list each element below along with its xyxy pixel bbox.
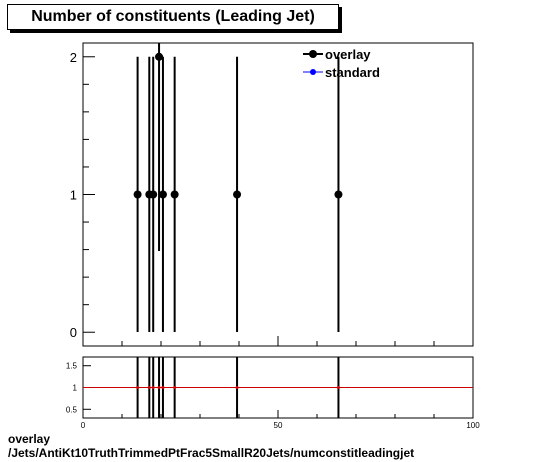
overlay-point <box>155 52 164 61</box>
ratio-x-tick-label: 100 <box>466 421 480 430</box>
ratio-point <box>136 386 140 389</box>
main-plot-panel: 0 1 2 overlay standard <box>70 42 474 347</box>
ratio-y-tick-label: 0.5 <box>66 405 78 414</box>
y-tick-label: 0 <box>70 325 77 340</box>
ratio-y-tick-label: 1.5 <box>66 362 78 371</box>
chart-title: Number of constituents (Leading Jet) <box>31 8 315 25</box>
overlay-point <box>334 190 343 199</box>
y-tick-label: 2 <box>70 50 77 65</box>
ratio-point <box>161 386 165 389</box>
ratio-point <box>173 386 177 389</box>
ratio-x-tick-label: 0 <box>81 421 86 430</box>
footer-path: /Jets/AntiKt10TruthTrimmedPtFrac5SmallR2… <box>8 446 415 460</box>
ratio-point <box>336 386 340 389</box>
ratio-point <box>147 386 151 389</box>
ratio-x-tick-label: 50 <box>274 421 283 430</box>
overlay-point <box>133 190 142 199</box>
legend-overlay-marker <box>309 50 317 58</box>
overlay-point <box>149 190 158 199</box>
legend-overlay-label: overlay <box>325 47 371 62</box>
ratio-point <box>235 386 239 389</box>
legend-standard-marker <box>310 69 316 75</box>
ratio-point <box>157 386 161 389</box>
overlay-point <box>158 190 167 199</box>
legend-standard-label: standard <box>325 65 380 80</box>
y-tick-label: 1 <box>70 188 77 203</box>
footer-label: overlay <box>8 432 51 446</box>
overlay-point <box>233 190 242 199</box>
overlay-point <box>170 190 179 199</box>
ratio-plot-panel: 0.5 1 1.5 0 50 100 <box>66 356 480 430</box>
ratio-y-tick-label: 1 <box>73 384 78 393</box>
ratio-point <box>151 386 155 389</box>
chart-title-box: Number of constituents (Leading Jet) <box>7 4 339 30</box>
